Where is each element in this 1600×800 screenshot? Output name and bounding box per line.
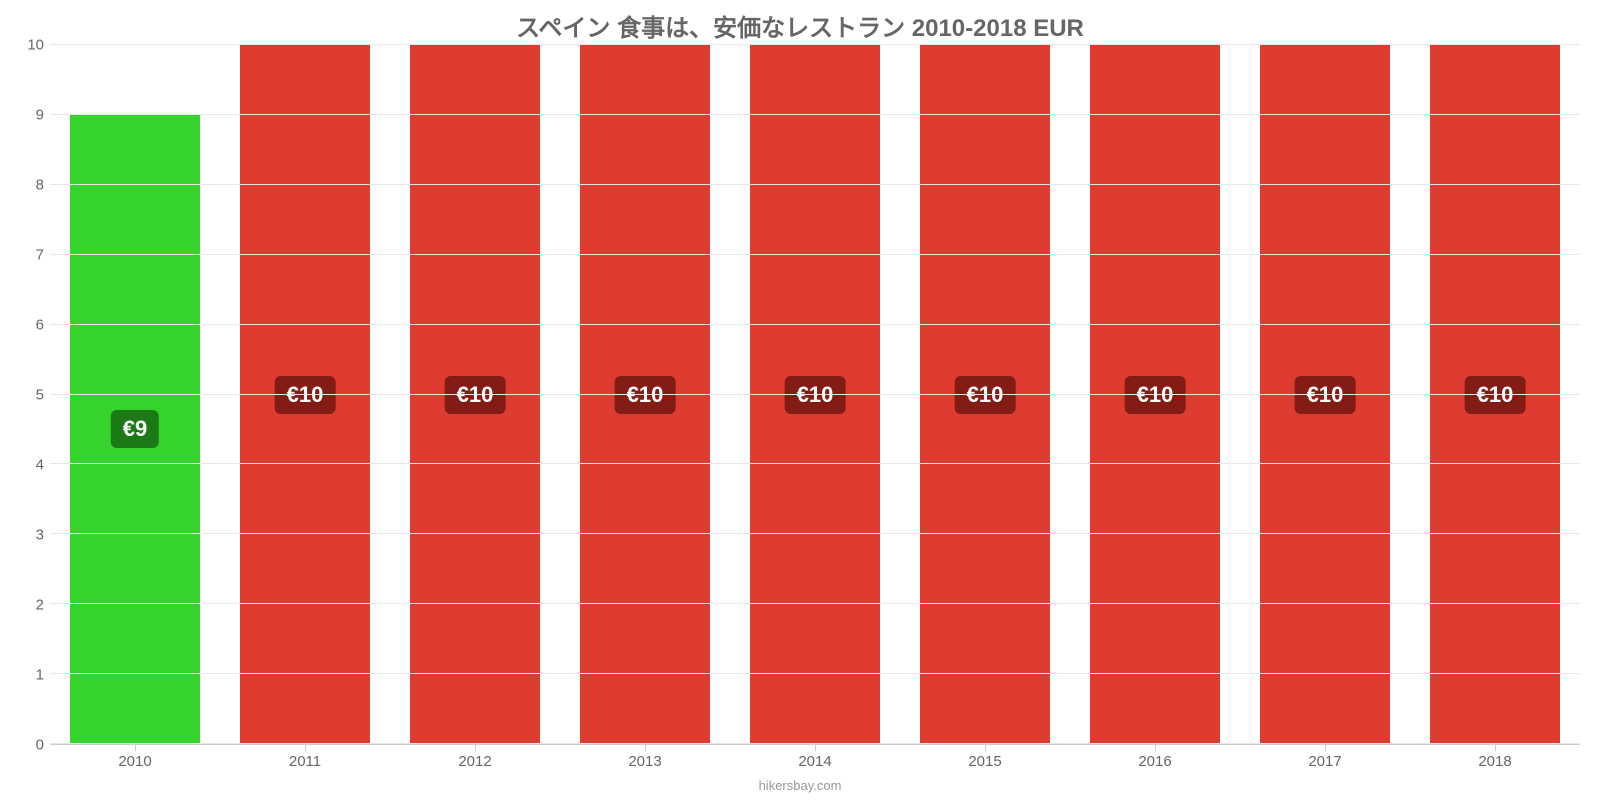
bar-slot: €10 xyxy=(730,45,900,744)
y-tick-label: 2 xyxy=(36,597,44,614)
gridline xyxy=(50,184,1580,185)
plot-area: 012345678910 €9€10€10€10€10€10€10€10€10 xyxy=(20,45,1580,745)
gridline xyxy=(50,743,1580,744)
y-tick-label: 1 xyxy=(36,667,44,684)
bar-value-label: €10 xyxy=(615,376,676,414)
y-tick-label: 5 xyxy=(36,387,44,404)
bar-value-label: €10 xyxy=(1465,376,1526,414)
bar: €10 xyxy=(410,45,541,744)
bar-value-label: €10 xyxy=(1295,376,1356,414)
bar-value-label: €10 xyxy=(445,376,506,414)
bar-value-label: €9 xyxy=(111,410,159,448)
bar-slot: €10 xyxy=(390,45,560,744)
bar: €10 xyxy=(1260,45,1391,744)
x-tick-label: 2011 xyxy=(220,745,390,770)
bar: €10 xyxy=(240,45,371,744)
bar-value-label: €10 xyxy=(275,376,336,414)
y-tick-label: 7 xyxy=(36,247,44,264)
bars-container: €9 €10 €10 €10 €10 €10 €10 €10 €10 xyxy=(50,45,1580,744)
x-axis: 201020112012201320142015201620172018 xyxy=(50,745,1580,770)
bar-slot: €10 xyxy=(1240,45,1410,744)
bar-slot: €9 xyxy=(50,45,220,744)
y-tick-label: 3 xyxy=(36,527,44,544)
y-tick-label: 4 xyxy=(36,457,44,474)
x-tick-label: 2018 xyxy=(1410,745,1580,770)
bar-slot: €10 xyxy=(900,45,1070,744)
gridline xyxy=(50,533,1580,534)
x-tick-label: 2010 xyxy=(50,745,220,770)
bar-slot: €10 xyxy=(220,45,390,744)
y-tick-label: 6 xyxy=(36,317,44,334)
bar: €10 xyxy=(750,45,881,744)
x-tick-label: 2015 xyxy=(900,745,1070,770)
bar: €10 xyxy=(1090,45,1221,744)
gridline xyxy=(50,394,1580,395)
chart-title: スペイン 食事は、安価なレストラン 2010-2018 EUR xyxy=(20,8,1580,43)
bar-slot: €10 xyxy=(560,45,730,744)
gridline xyxy=(50,114,1580,115)
plot-inner: €9 €10 €10 €10 €10 €10 €10 €10 €10 xyxy=(50,45,1580,745)
y-tick-label: 0 xyxy=(36,737,44,754)
gridline xyxy=(50,44,1580,45)
bar-value-label: €10 xyxy=(785,376,846,414)
bar: €10 xyxy=(580,45,711,744)
gridline xyxy=(50,254,1580,255)
y-tick-label: 10 xyxy=(27,37,44,54)
x-tick-label: 2017 xyxy=(1240,745,1410,770)
bar: €9 xyxy=(70,115,201,744)
bar: €10 xyxy=(1430,45,1561,744)
y-axis: 012345678910 xyxy=(20,45,50,745)
x-tick-label: 2016 xyxy=(1070,745,1240,770)
x-tick-label: 2014 xyxy=(730,745,900,770)
bar: €10 xyxy=(920,45,1051,744)
gridline xyxy=(50,603,1580,604)
x-tick-label: 2012 xyxy=(390,745,560,770)
bar-slot: €10 xyxy=(1070,45,1240,744)
bar-chart: スペイン 食事は、安価なレストラン 2010-2018 EUR 0 1 2 3 4 5 6 7… xyxy=(0,0,1600,800)
y-tick-label: 9 xyxy=(36,107,44,124)
bar-slot: €10 xyxy=(1410,45,1580,744)
gridline xyxy=(50,463,1580,464)
gridline xyxy=(50,324,1580,325)
attribution-text: hikersbay.com xyxy=(20,778,1580,793)
bar-value-label: €10 xyxy=(955,376,1016,414)
bar-value-label: €10 xyxy=(1125,376,1186,414)
x-tick-label: 2013 xyxy=(560,745,730,770)
y-tick-label: 8 xyxy=(36,177,44,194)
gridline xyxy=(50,673,1580,674)
